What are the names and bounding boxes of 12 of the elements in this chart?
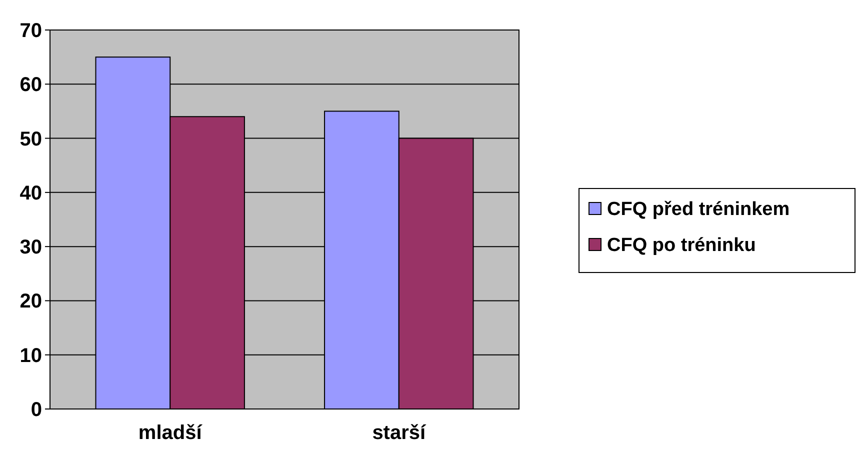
y-tick-label: 60: [20, 74, 42, 96]
y-tick-label: 50: [20, 128, 42, 150]
y-tick-label: 20: [20, 290, 42, 313]
legend-label: CFQ před tréninkem: [607, 199, 790, 220]
y-tick-label: 40: [20, 182, 42, 204]
x-tick-label: mladší: [138, 422, 204, 444]
y-tick-label: 30: [20, 236, 42, 259]
y-tick-label: 10: [20, 344, 42, 367]
legend-label: CFQ po tréninku: [607, 235, 756, 256]
x-tick-label: starší: [372, 422, 428, 444]
y-tick-label: 0: [30, 399, 42, 421]
y-tick-label: 70: [20, 20, 42, 42]
